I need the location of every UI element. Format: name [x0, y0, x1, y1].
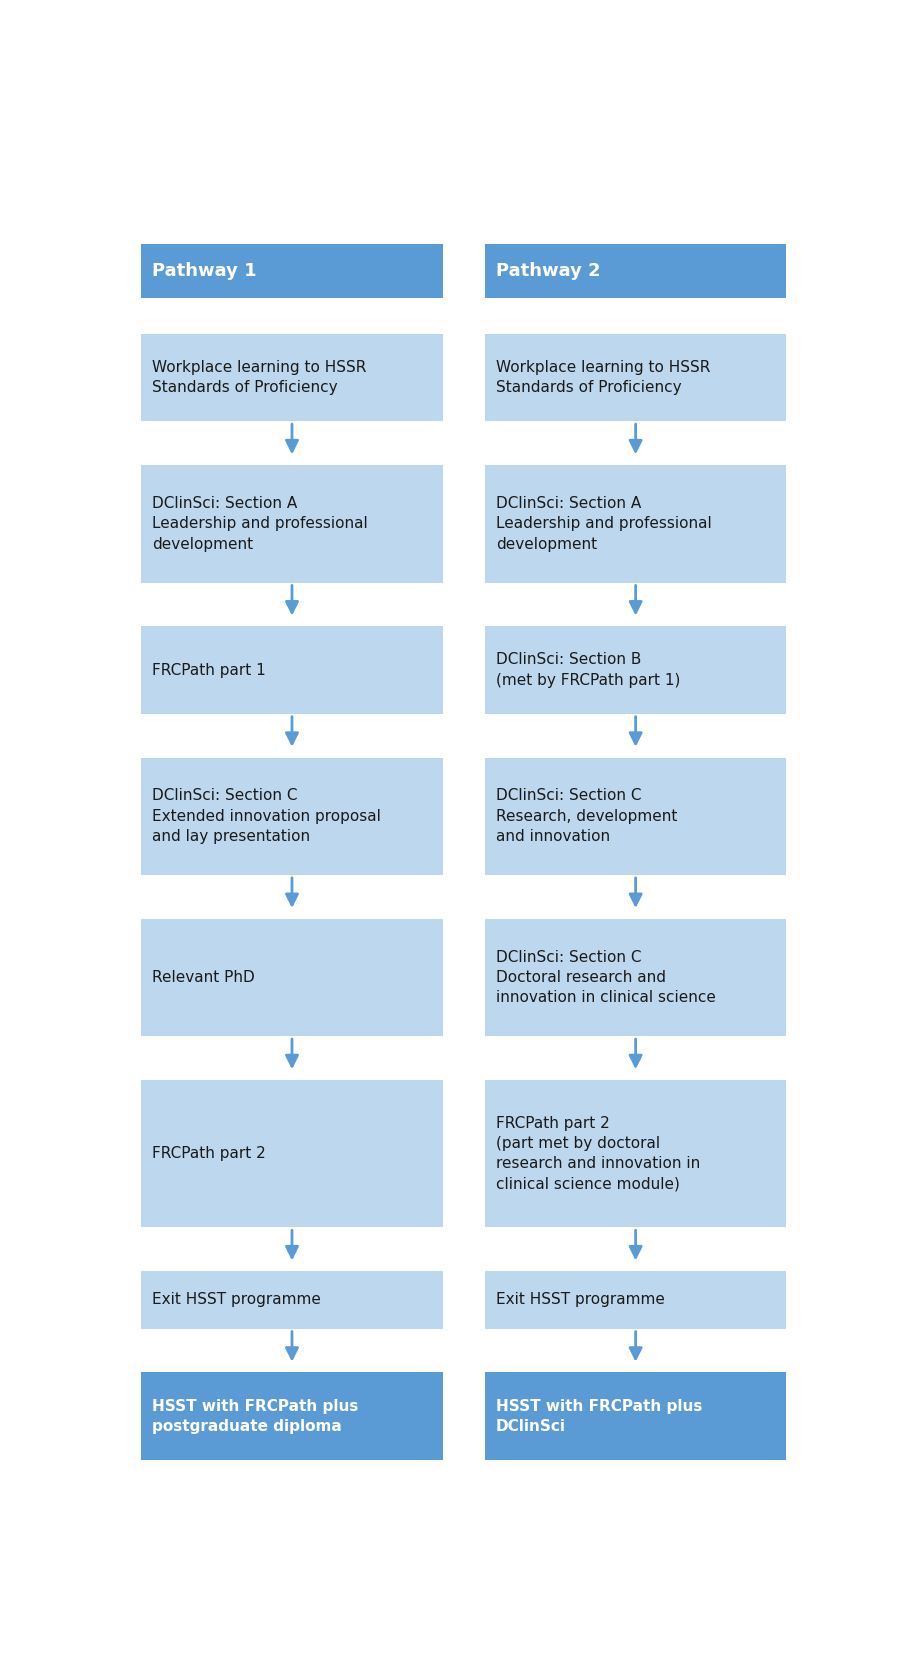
- Text: Exit HSST programme: Exit HSST programme: [152, 1293, 321, 1308]
- FancyBboxPatch shape: [141, 334, 443, 422]
- FancyBboxPatch shape: [141, 244, 443, 297]
- FancyBboxPatch shape: [485, 758, 786, 874]
- FancyBboxPatch shape: [141, 1080, 443, 1227]
- Text: DClinSci: Section B
(met by FRCPath part 1): DClinSci: Section B (met by FRCPath part…: [496, 653, 681, 688]
- FancyBboxPatch shape: [141, 1271, 443, 1328]
- FancyBboxPatch shape: [485, 1271, 786, 1328]
- FancyBboxPatch shape: [485, 465, 786, 583]
- Text: DClinSci: Section C
Doctoral research and
innovation in clinical science: DClinSci: Section C Doctoral research an…: [496, 949, 716, 1006]
- FancyBboxPatch shape: [485, 1373, 786, 1459]
- FancyBboxPatch shape: [141, 465, 443, 583]
- Text: DClinSci: Section A
Leadership and professional
development: DClinSci: Section A Leadership and profe…: [496, 495, 712, 552]
- Text: FRCPath part 1: FRCPath part 1: [152, 663, 266, 678]
- Text: FRCPath part 2: FRCPath part 2: [152, 1147, 266, 1162]
- Text: Pathway 1: Pathway 1: [152, 263, 257, 281]
- FancyBboxPatch shape: [485, 1080, 786, 1227]
- Text: Workplace learning to HSSR
Standards of Proficiency: Workplace learning to HSSR Standards of …: [152, 361, 367, 396]
- Text: Exit HSST programme: Exit HSST programme: [496, 1293, 665, 1308]
- FancyBboxPatch shape: [485, 334, 786, 422]
- Text: DClinSci: Section A
Leadership and professional
development: DClinSci: Section A Leadership and profe…: [152, 495, 368, 552]
- FancyBboxPatch shape: [141, 919, 443, 1035]
- FancyBboxPatch shape: [485, 244, 786, 297]
- Text: FRCPath part 2
(part met by doctoral
research and innovation in
clinical science: FRCPath part 2 (part met by doctoral res…: [496, 1115, 700, 1192]
- Text: Pathway 2: Pathway 2: [496, 263, 601, 281]
- Text: Workplace learning to HSSR
Standards of Proficiency: Workplace learning to HSSR Standards of …: [496, 361, 710, 396]
- Text: HSST with FRCPath plus
DClinSci: HSST with FRCPath plus DClinSci: [496, 1398, 702, 1434]
- FancyBboxPatch shape: [141, 1373, 443, 1459]
- Text: HSST with FRCPath plus
postgraduate diploma: HSST with FRCPath plus postgraduate dipl…: [152, 1398, 358, 1434]
- Text: DClinSci: Section C
Extended innovation proposal
and lay presentation: DClinSci: Section C Extended innovation …: [152, 788, 381, 844]
- FancyBboxPatch shape: [141, 627, 443, 713]
- FancyBboxPatch shape: [485, 919, 786, 1035]
- Text: DClinSci: Section C
Research, development
and innovation: DClinSci: Section C Research, developmen…: [496, 788, 678, 844]
- Text: Relevant PhD: Relevant PhD: [152, 971, 255, 986]
- FancyBboxPatch shape: [485, 627, 786, 713]
- FancyBboxPatch shape: [141, 758, 443, 874]
